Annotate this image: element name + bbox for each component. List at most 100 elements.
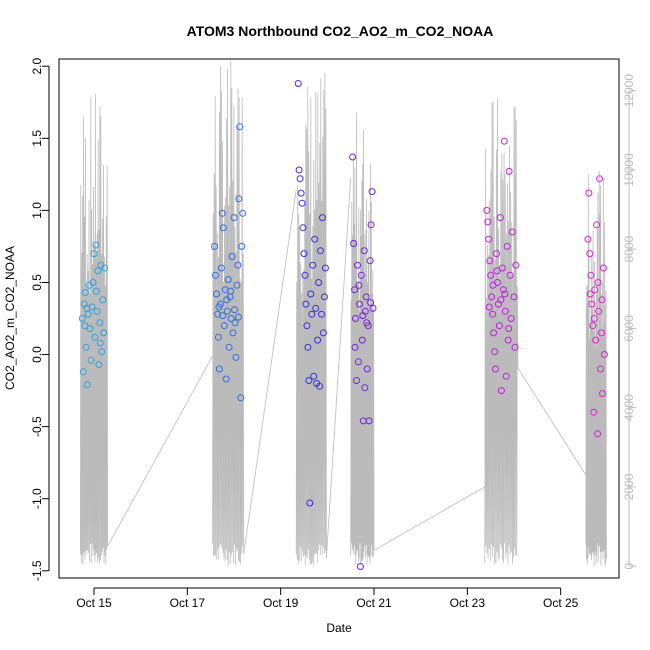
data-point (586, 250, 594, 258)
altitude-transit-line (517, 367, 587, 476)
data-point (308, 310, 316, 318)
data-point (501, 290, 509, 298)
data-point (592, 336, 600, 344)
data-point (239, 209, 247, 217)
data-point (222, 375, 230, 383)
data-point (367, 299, 375, 307)
data-point (599, 390, 606, 397)
data-point (497, 296, 505, 304)
data-point (319, 214, 326, 222)
data-point (231, 306, 238, 314)
data-point (484, 218, 492, 226)
data-point (485, 303, 493, 311)
data-point (590, 408, 598, 416)
data-point (238, 242, 246, 250)
data-point (354, 358, 362, 366)
data-point (588, 300, 596, 308)
data-point (311, 235, 319, 243)
data-point (301, 271, 309, 279)
data-point (302, 300, 310, 308)
data-point (230, 214, 238, 222)
data-point (101, 264, 109, 272)
data-point (86, 325, 94, 333)
data-point (584, 235, 592, 243)
data-point (231, 319, 239, 327)
data-point (315, 279, 323, 286)
data-point (358, 336, 366, 344)
data-point (506, 271, 514, 279)
data-point (510, 293, 518, 301)
data-point (320, 293, 328, 301)
data-point (363, 365, 371, 373)
data-point (99, 296, 107, 304)
data-point (591, 286, 599, 294)
plot-frame (58, 58, 620, 579)
data-point (214, 333, 222, 341)
x-tick-label: Oct 23 (450, 596, 486, 610)
data-point (96, 319, 104, 327)
data-points-layer (78, 80, 608, 570)
data-point (92, 241, 100, 249)
y-tick-label: -1.5 (30, 560, 44, 581)
y-tick-label: -1.0 (30, 488, 44, 509)
data-point (215, 365, 223, 373)
y-tick-label: 1.5 (30, 130, 44, 147)
altitude-segment-line (350, 112, 375, 566)
data-point (220, 322, 228, 330)
data-point (87, 356, 95, 364)
data-point (237, 394, 245, 402)
data-point (294, 80, 302, 87)
x-tick-label: Oct 19 (263, 596, 299, 610)
data-point (94, 267, 102, 275)
data-point (504, 336, 512, 344)
data-point (365, 417, 373, 425)
data-point (505, 325, 513, 333)
data-point (89, 279, 97, 286)
data-point (357, 271, 365, 279)
data-point (93, 307, 101, 315)
data-point (296, 175, 304, 183)
data-point (227, 287, 235, 295)
altitude-lines-layer (80, 61, 607, 567)
y2-tick-label: 2000 (622, 473, 636, 500)
x-axis-label: Date (326, 621, 352, 635)
y2-tick-label: 12000 (622, 74, 636, 108)
data-point (78, 315, 86, 322)
data-point (491, 348, 499, 356)
data-point (233, 281, 241, 289)
data-point (355, 281, 363, 289)
altitude-segment-line (585, 170, 607, 567)
data-point (600, 351, 608, 358)
data-point (83, 381, 91, 389)
y2-tick-label: 6000 (622, 315, 636, 342)
data-point (359, 312, 367, 320)
altitude-segment-line (484, 98, 519, 565)
data-point (223, 307, 231, 315)
data-point (219, 224, 227, 232)
y2-tick-label: 0 (622, 562, 636, 569)
data-point (98, 348, 106, 356)
y-tick-label: 2.0 (30, 58, 44, 75)
data-point (356, 563, 364, 570)
data-point (92, 287, 100, 295)
data-point (317, 247, 324, 255)
data-point (297, 189, 305, 197)
data-point (350, 240, 358, 247)
data-point (314, 336, 322, 344)
data-point (96, 339, 104, 347)
data-point (586, 290, 594, 298)
data-point (303, 322, 311, 330)
data-point (594, 430, 602, 438)
data-point (352, 315, 359, 322)
data-point (499, 286, 507, 294)
data-point (310, 372, 318, 380)
data-point (300, 250, 308, 258)
data-point (596, 175, 604, 183)
data-point (486, 257, 494, 265)
chart-title: ATOM3 Northbound CO2_AO2_m_CO2_NOAA (187, 23, 494, 39)
data-point (228, 253, 236, 260)
data-point (299, 224, 307, 232)
data-point (319, 329, 327, 337)
